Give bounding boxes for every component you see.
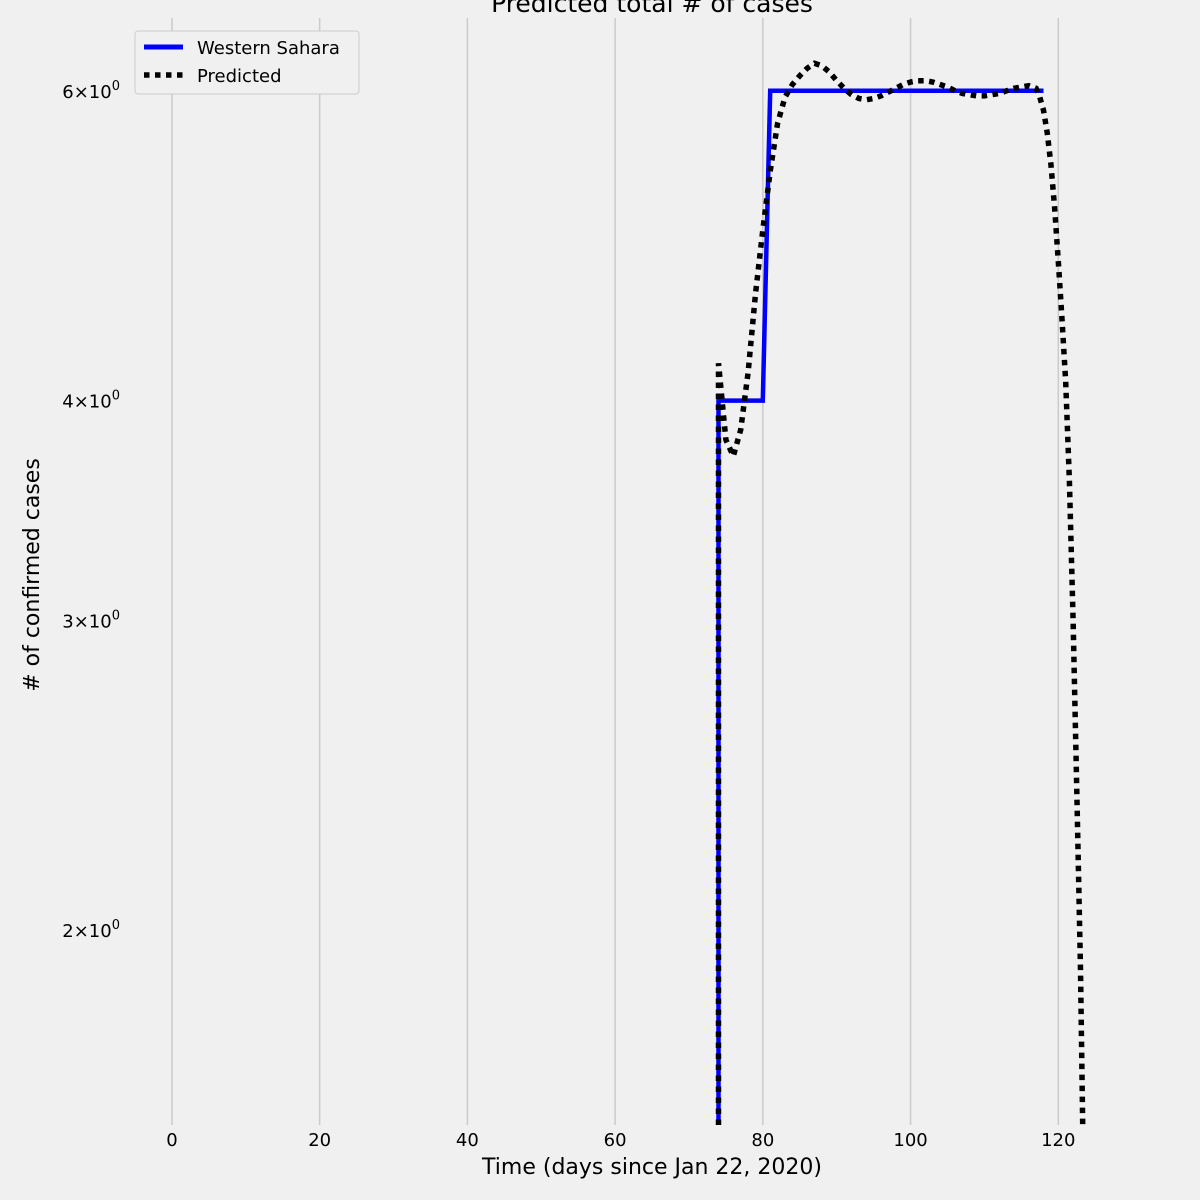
- series-line-western-sahara: [716, 88, 1044, 1125]
- y-tick-label-4: 4×100: [62, 389, 120, 413]
- x-tick-label-20: 20: [308, 1130, 331, 1151]
- legend-label-western-sahara: Western Sahara: [197, 38, 340, 59]
- x-tick-label-100: 100: [893, 1130, 927, 1151]
- series-lines: [715, 60, 1086, 1126]
- y-axis-label: # of confirmed cases: [20, 458, 45, 692]
- x-tick-label-120: 120: [1041, 1130, 1075, 1151]
- x-tick-label-80: 80: [751, 1130, 774, 1151]
- x-tick-label-40: 40: [456, 1130, 479, 1151]
- x-tick-label-60: 60: [604, 1130, 627, 1151]
- series-line-predicted: [715, 60, 1086, 1126]
- legend-box: [134, 30, 360, 95]
- legend: Western Sahara Predicted: [134, 30, 360, 95]
- y-tick-label-6: 6×100: [62, 79, 120, 103]
- x-tick-label-0: 0: [166, 1130, 177, 1151]
- y-tick-label-3: 3×100: [62, 608, 120, 632]
- x-axis-label: Time (days since Jan 22, 2020): [481, 1155, 822, 1180]
- y-axis-ticks: 2×100 3×100 4×100 6×100: [62, 79, 120, 942]
- grid-lines: [171, 18, 1060, 1125]
- legend-label-predicted: Predicted: [197, 66, 282, 87]
- x-axis-ticks: 0 20 40 60 80 100 120: [166, 1130, 1075, 1151]
- y-tick-label-2: 2×100: [62, 918, 120, 942]
- chart-title: Predicted total # of cases: [491, 0, 813, 18]
